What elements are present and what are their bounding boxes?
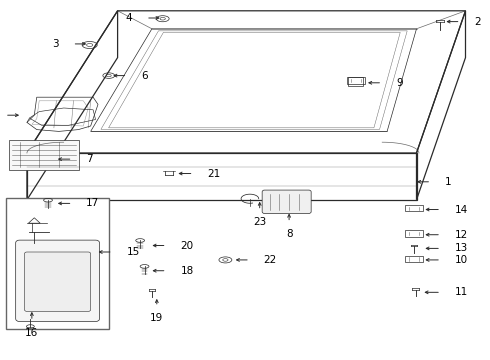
Text: 11: 11 bbox=[455, 287, 468, 297]
FancyBboxPatch shape bbox=[24, 252, 91, 311]
Text: 8: 8 bbox=[286, 229, 293, 239]
Text: 17: 17 bbox=[86, 198, 99, 208]
Text: 7: 7 bbox=[86, 154, 93, 164]
Text: 16: 16 bbox=[25, 328, 39, 338]
FancyBboxPatch shape bbox=[9, 140, 79, 170]
Text: 23: 23 bbox=[253, 217, 267, 227]
FancyBboxPatch shape bbox=[6, 198, 109, 329]
Text: 10: 10 bbox=[455, 255, 468, 265]
Text: 3: 3 bbox=[52, 39, 59, 49]
Text: 14: 14 bbox=[455, 204, 468, 215]
FancyBboxPatch shape bbox=[262, 190, 311, 213]
Text: 20: 20 bbox=[180, 240, 194, 251]
Text: 18: 18 bbox=[180, 266, 194, 276]
Text: 21: 21 bbox=[207, 168, 220, 179]
Text: 12: 12 bbox=[455, 230, 468, 240]
Text: 9: 9 bbox=[396, 78, 403, 88]
Text: 6: 6 bbox=[141, 71, 148, 81]
Text: 13: 13 bbox=[455, 243, 468, 253]
Text: 2: 2 bbox=[474, 17, 481, 27]
FancyBboxPatch shape bbox=[16, 240, 99, 321]
Text: 4: 4 bbox=[125, 13, 132, 23]
Text: 1: 1 bbox=[445, 177, 452, 187]
Text: 22: 22 bbox=[264, 255, 277, 265]
Text: 15: 15 bbox=[126, 247, 140, 257]
Text: 19: 19 bbox=[150, 313, 164, 323]
